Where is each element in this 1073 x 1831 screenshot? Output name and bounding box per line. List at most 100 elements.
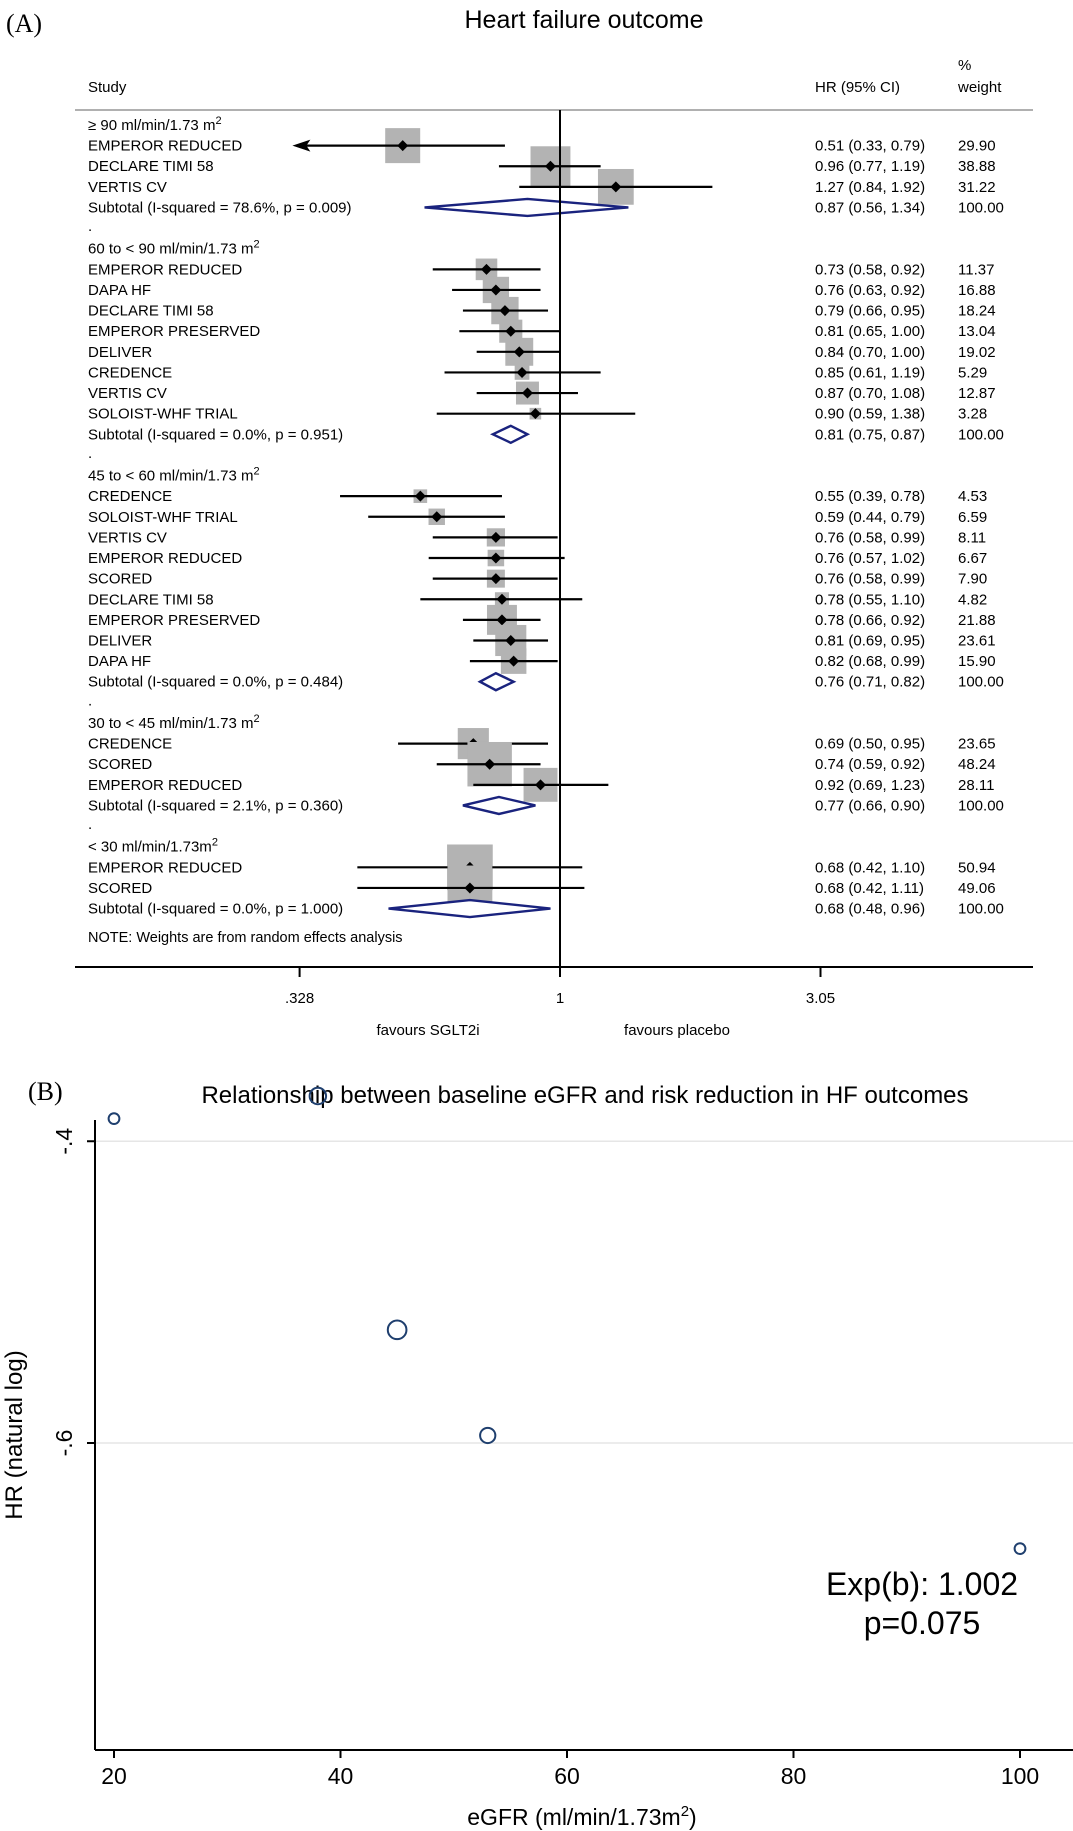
study-name: EMPEROR PRESERVED [88, 323, 260, 340]
group-label: < 30 ml/min/1.73m2 [88, 837, 218, 856]
study-name: EMPEROR REDUCED [88, 777, 242, 794]
subtotal-label: Subtotal (I-squared = 0.0%, p = 0.951) [88, 426, 343, 443]
study-weight: 11.37 [958, 261, 994, 278]
study-name: SCORED [88, 756, 152, 773]
study-weight: 5.29 [958, 364, 987, 381]
study-name: SCORED [88, 880, 152, 897]
truncation-arrow [292, 139, 311, 152]
study-weight: 31.22 [958, 179, 996, 196]
scatter-bubble [308, 1086, 328, 1106]
study-name: CREDENCE [88, 364, 172, 381]
study-weight: 3.28 [958, 406, 987, 423]
study-hr-ci: 0.82 (0.68, 0.99) [815, 653, 925, 670]
panel-a-label: (A) [6, 9, 42, 38]
study-weight: 48.24 [958, 756, 996, 773]
study-weight: 38.88 [958, 158, 996, 175]
study-name: CREDENCE [88, 736, 172, 753]
subtotal-label: Subtotal (I-squared = 0.0%, p = 1.000) [88, 901, 343, 918]
study-weight: 12.87 [958, 385, 996, 402]
study-hr-ci: 0.78 (0.55, 1.10) [815, 591, 925, 608]
bubble-scatter-plot: (B) Relationship between baseline eGFR a… [1, 1077, 1073, 1830]
study-point-estimate [464, 882, 476, 894]
study-weight: 50.94 [958, 859, 996, 876]
study-point-estimate [480, 263, 492, 275]
group-label: ≥ 90 ml/min/1.73 m2 [88, 115, 222, 134]
subtotal-weight: 100.00 [958, 199, 1004, 216]
study-hr-ci: 0.84 (0.70, 1.00) [815, 344, 925, 361]
study-name: DECLARE TIMI 58 [88, 158, 214, 175]
study-name: EMPEROR REDUCED [88, 261, 242, 278]
study-weight: 18.24 [958, 303, 996, 320]
scatter-x-tick-label: 40 [328, 1763, 354, 1789]
group-separator-dot: . [88, 445, 92, 462]
study-hr-ci: 0.59 (0.44, 0.79) [815, 509, 925, 526]
scatter-bubble [107, 1112, 121, 1126]
study-hr-ci: 0.90 (0.59, 1.38) [815, 406, 925, 423]
study-name: EMPEROR REDUCED [88, 550, 242, 567]
group-separator-dot: . [88, 692, 92, 709]
subtotal-diamond [462, 795, 536, 816]
subtotal-hr-ci: 0.76 (0.71, 0.82) [815, 674, 925, 691]
scatter-bubble [479, 1426, 497, 1445]
panel-b-label: (B) [28, 1077, 63, 1106]
study-weight: 7.90 [958, 571, 987, 588]
study-point-estimate [513, 346, 525, 358]
scatter-x-tick-label: 100 [1001, 1763, 1039, 1789]
study-hr-ci: 0.74 (0.59, 0.92) [815, 756, 925, 773]
study-point-estimate [535, 779, 547, 791]
study-weight: 6.67 [958, 550, 987, 567]
study-hr-ci: 0.92 (0.69, 1.23) [815, 777, 925, 794]
study-name: SCORED [88, 571, 152, 588]
study-hr-ci: 0.96 (0.77, 1.19) [815, 158, 925, 175]
study-point-estimate [529, 408, 541, 420]
study-name: EMPEROR PRESERVED [88, 612, 260, 629]
study-name: DAPA HF [88, 282, 151, 299]
study-weight: 15.90 [958, 653, 996, 670]
study-weight: 28.11 [958, 777, 994, 794]
scatter-title: Relationship between baseline eGFR and r… [201, 1082, 968, 1109]
study-name: CREDENCE [88, 488, 172, 505]
study-point-estimate [414, 490, 426, 502]
study-hr-ci: 0.55 (0.39, 0.78) [815, 488, 925, 505]
subtotal-hr-ci: 0.81 (0.75, 0.87) [815, 426, 925, 443]
scatter-x-tick-label: 60 [554, 1763, 580, 1789]
study-weight: 29.90 [958, 138, 996, 155]
forest-tick-label: 1 [556, 990, 564, 1007]
scatter-x-tick-label: 80 [781, 1763, 807, 1789]
study-name: DELIVER [88, 344, 152, 361]
favours-placebo-label: favours placebo [624, 1022, 730, 1039]
study-hr-ci: 0.76 (0.58, 0.99) [815, 571, 925, 588]
study-hr-ci: 0.78 (0.66, 0.92) [815, 612, 925, 629]
weight-header-percent: % [958, 57, 971, 74]
forest-tick-label: 3.05 [806, 990, 835, 1007]
study-weight: 13.04 [958, 323, 996, 340]
weight-header-label: weight [957, 79, 1002, 96]
study-point-estimate [508, 655, 520, 667]
study-point-estimate [496, 614, 508, 626]
study-name: DECLARE TIMI 58 [88, 303, 214, 320]
study-weight: 16.88 [958, 282, 996, 299]
study-point-estimate [505, 325, 517, 337]
study-hr-ci: 0.68 (0.42, 1.10) [815, 859, 925, 876]
study-hr-ci: 0.68 (0.42, 1.11) [815, 880, 924, 897]
study-weight: 6.59 [958, 509, 987, 526]
study-name: EMPEROR REDUCED [88, 859, 242, 876]
group-separator-dot: . [88, 218, 92, 235]
study-name: EMPEROR REDUCED [88, 138, 242, 155]
study-weight: 23.61 [958, 633, 996, 650]
study-name: SOLOIST-WHF TRIAL [88, 509, 238, 526]
study-hr-ci: 0.85 (0.61, 1.19) [815, 364, 925, 381]
subtotal-hr-ci: 0.87 (0.56, 1.34) [815, 199, 925, 216]
study-point-estimate [499, 305, 511, 317]
study-column-header: Study [88, 79, 127, 96]
study-name: SOLOIST-WHF TRIAL [88, 406, 238, 423]
subtotal-weight: 100.00 [958, 797, 1004, 814]
study-point-estimate [490, 573, 502, 585]
forest-note: NOTE: Weights are from random effects an… [88, 930, 403, 946]
study-point-estimate [490, 552, 502, 564]
group-label: 45 to < 60 ml/min/1.73 m2 [88, 466, 260, 485]
study-point-estimate [490, 284, 502, 296]
study-point-estimate [431, 511, 443, 523]
study-point-estimate [490, 531, 502, 543]
scatter-x-tick-label: 20 [101, 1763, 127, 1789]
